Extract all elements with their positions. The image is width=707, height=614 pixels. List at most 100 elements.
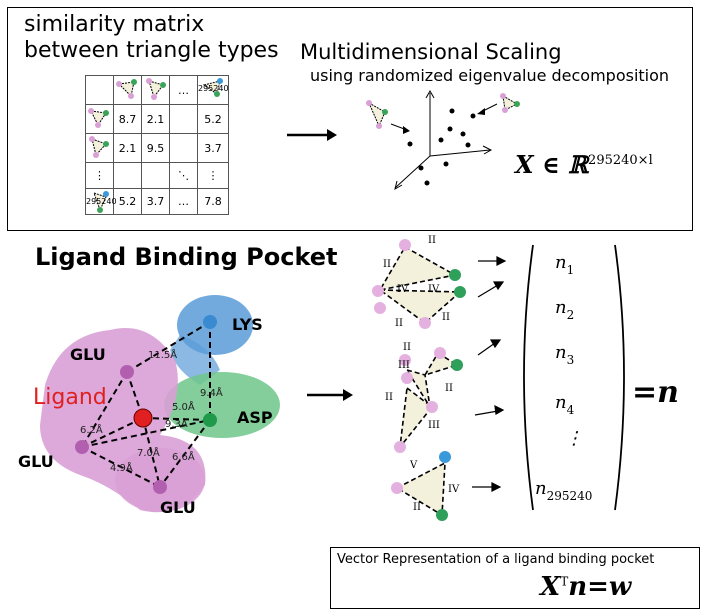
triangle-icon [88,108,109,128]
matrix-cell: 2.1 [141,104,170,134]
matrix-cell [141,162,170,189]
ligand-atom [133,408,153,428]
triangle-edge-label: III [398,360,410,371]
arrow-right-icon [307,389,353,401]
triangle-icon [93,191,109,213]
residue-label-lys: LYS [232,315,263,334]
matrix-cell: 5.2 [197,104,229,134]
distance-label: 6.2Å [80,425,103,436]
triangle-edge-label: IV [397,284,409,295]
triangle-icon [202,78,223,97]
matrix-row: 295240 5.2 3.7 … 7.8 [85,188,229,215]
result-equation: XTn=w [540,572,631,602]
triangle-edge-label: II [383,259,391,270]
triangle-icon [89,136,109,158]
result-caption: Vector Representation of a ligand bindin… [337,552,655,567]
distance-label: 9.3Å [165,419,188,430]
pocket-illustration [40,295,280,513]
triangle-edge-label: II [445,383,453,394]
similarity-title-line1: similarity matrix [24,12,205,37]
vector-entry: n4 [555,392,575,417]
matrix-cell: 5.2 [113,188,142,215]
lys-atom [203,315,217,329]
matrix-header-ellipsis: … [169,75,198,105]
matrix-row: 8.7 2.1 5.2 [85,104,229,134]
matrix-cell: … [169,188,198,215]
mds-title: Multidimensional Scaling [300,40,562,64]
glu-atom [75,440,89,454]
glu-atom [153,480,167,494]
triangle-decomposition [372,239,507,521]
residue-label-glu-top: GLU [70,345,106,364]
matrix-corner-cell [85,75,114,105]
scatter-triangle-right [477,93,520,115]
matrix-header-tri-1 [113,75,142,105]
glu-atom [120,365,134,379]
matrix-cell: 9.5 [141,133,170,163]
matrix-cell: 2.1 [113,133,142,163]
scatter-triangle-left [366,100,410,134]
matrix-cell [113,162,142,189]
matrix-header-row: … 295240 [85,75,229,105]
triangle-edge-label: V [410,460,418,471]
embedding-label: X ∈ ℝ [515,150,589,179]
triangle-edge-label: II [395,318,403,329]
matrix-row-tri-2 [85,133,114,163]
matrix-header-last: 295240 [197,75,229,105]
ligand-label: Ligand [33,385,107,410]
residue-label-asp: ASP [237,408,273,427]
matrix-row-tri-1 [85,104,114,134]
matrix-cell: 3.7 [197,133,229,163]
similarity-title-line2: between triangle types [24,38,279,63]
matrix-header-id: 295240 [198,84,229,93]
arrow-right-icon [287,129,337,141]
vector-entry: n295240 [535,478,593,503]
vector-entry: ⋮ [565,428,583,449]
matrix-cell [169,133,198,163]
matrix-row-id: ⋮ [85,162,114,189]
matrix-row-id: 295240 [86,197,117,206]
pocket-title: Ligand Binding Pocket [35,243,338,271]
distance-label: 11.5Å [148,350,178,361]
triangle-edge-label: II [442,312,450,323]
residue-label-glu-left: GLU [18,452,54,471]
embedding-equation: X ∈ ℝ295240×l [515,150,653,179]
matrix-cell: 3.7 [141,188,170,215]
asp-surface [164,372,280,438]
triangle-icon [146,78,166,100]
matrix-row-last: 295240 [85,188,117,215]
matrix-cell: 7.8 [197,188,229,215]
matrix-cell: ⋱ [169,162,198,189]
distance-label: 9.4Å [200,388,223,399]
matrix-header-tri-2 [141,75,170,105]
triangle-edge-label: II [428,235,436,246]
triangle-edge-label: II [385,392,393,403]
matrix-cell: 8.7 [113,104,142,134]
equation-rest: n=w [568,572,632,602]
equation-transpose: T [560,574,569,589]
matrix-row: 2.1 9.5 3.7 [85,133,229,163]
mds-subtitle: using randomized eigenvalue decompositio… [310,66,670,85]
asp-atom [203,413,217,427]
vector-brackets [523,244,625,511]
triangle-edge-label: II [413,502,421,513]
distance-label: 7.0Å [137,448,160,459]
triangle-edge-label: IV [428,284,440,295]
triangle-edge-label: II [403,342,411,353]
embedding-dimension: 295240×l [588,153,653,168]
vector-entry: n2 [555,297,575,322]
mds-panel [7,7,693,231]
vector-equals: =n [632,375,679,410]
distance-label: 5.0Å [172,402,195,413]
triangle-edge-label: IV [448,484,460,495]
vector-entry: n3 [555,342,575,367]
matrix-row: ⋮ ⋱ ⋮ [85,162,229,189]
residue-label-glu-bottom: GLU [160,498,196,517]
vector-entry: n1 [555,252,575,277]
matrix-cell: ⋮ [197,162,229,189]
distance-label: 4.9Å [110,463,133,474]
triangle-edge-label: III [428,420,440,431]
distance-label: 6.6Å [172,452,195,463]
result-box [330,547,700,609]
mds-scatter-plot [366,89,520,191]
